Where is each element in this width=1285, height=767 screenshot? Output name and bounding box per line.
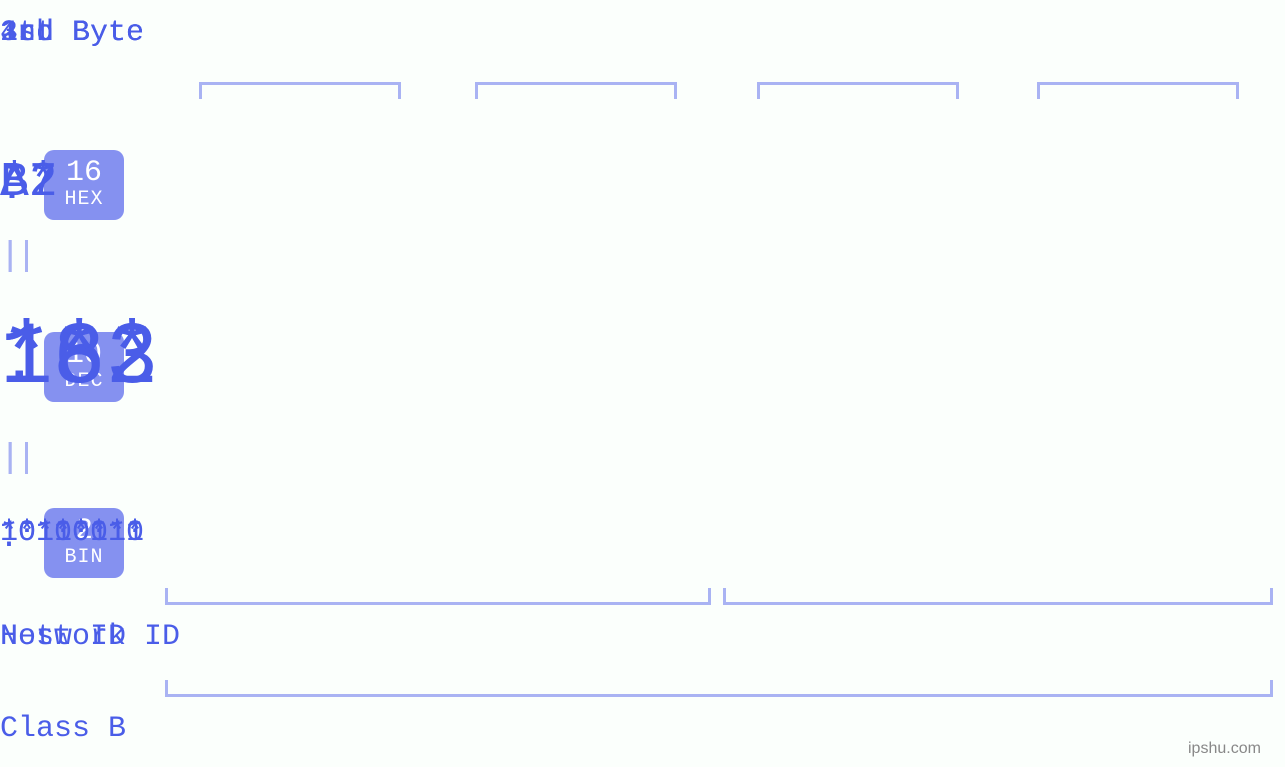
- network-id-bracket: [165, 588, 712, 605]
- watermark: ipshu.com: [1188, 740, 1261, 758]
- dec-dot-3: .: [0, 328, 1285, 400]
- hex-dot-3: .: [0, 166, 1285, 211]
- class-bracket: [165, 680, 1274, 697]
- byte-header-4: 4th Byte: [0, 16, 1285, 50]
- top-bracket-2: [475, 82, 677, 99]
- equals-r1-c4: ||: [0, 238, 1285, 276]
- host-id-label: Host ID: [0, 620, 1285, 654]
- top-bracket-3: [757, 82, 959, 99]
- class-label: Class B: [0, 712, 1285, 746]
- host-id-bracket: [723, 588, 1274, 605]
- ip-bytes-diagram: 16HEX10DEC2BIN1st Byte2nd Byte3rd Byte4t…: [0, 0, 1285, 767]
- top-bracket-1: [199, 82, 401, 99]
- bin-dot-3: .: [0, 522, 1285, 556]
- equals-r2-c4: ||: [0, 440, 1285, 478]
- top-bracket-4: [1037, 82, 1239, 99]
